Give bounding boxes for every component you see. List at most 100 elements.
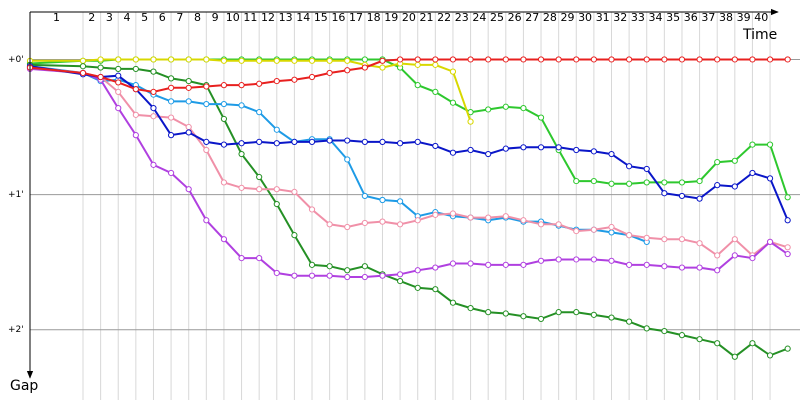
data-point	[326, 137, 333, 144]
x-tick-label: 33	[631, 11, 645, 24]
data-point	[361, 64, 368, 71]
data-point	[714, 252, 721, 259]
data-point	[185, 56, 192, 63]
data-point	[520, 144, 527, 151]
x-tick-label: 15	[314, 11, 328, 24]
data-point	[379, 138, 386, 145]
data-point	[414, 56, 421, 63]
x-tick-label: 13	[279, 11, 293, 24]
data-point	[626, 180, 633, 187]
data-point	[626, 318, 633, 325]
data-point	[661, 179, 668, 186]
x-tick-label: 7	[176, 11, 183, 24]
data-point	[590, 311, 597, 318]
data-point	[344, 57, 351, 64]
data-point	[132, 56, 139, 63]
data-point	[784, 345, 791, 352]
data-point	[485, 106, 492, 113]
data-point	[520, 105, 527, 112]
x-tick-label: 14	[296, 11, 310, 24]
data-point	[379, 272, 386, 279]
data-point	[308, 206, 316, 213]
data-point	[590, 177, 597, 185]
x-tick-label: 27	[525, 11, 539, 24]
x-tick-label: 24	[472, 11, 486, 24]
data-point	[766, 56, 774, 63]
data-point	[696, 240, 703, 247]
x-tick-label: 23	[455, 11, 469, 24]
data-point	[467, 118, 474, 125]
series-line	[29, 67, 789, 278]
data-point	[326, 57, 333, 64]
data-point	[185, 129, 192, 136]
data-point	[326, 272, 333, 279]
data-point	[414, 138, 421, 145]
data-point	[784, 56, 791, 63]
data-point	[344, 267, 351, 274]
data-point	[784, 194, 791, 201]
x-tick-label: 12	[261, 11, 275, 24]
data-point	[590, 256, 597, 263]
data-point	[167, 75, 175, 82]
data-point	[590, 226, 597, 233]
data-point	[220, 179, 228, 186]
data-point	[361, 56, 368, 63]
data-point	[220, 236, 228, 243]
data-point	[256, 80, 263, 87]
data-point	[520, 313, 527, 320]
data-point	[150, 161, 157, 168]
data-point	[291, 232, 298, 239]
data-point	[432, 286, 439, 293]
data-point	[432, 264, 439, 271]
data-point	[678, 236, 686, 243]
data-point	[537, 144, 545, 151]
data-point	[273, 77, 280, 85]
data-point	[432, 142, 439, 150]
data-point	[432, 211, 439, 218]
data-point	[203, 83, 210, 90]
x-tick-label: 16	[331, 11, 345, 24]
data-point	[115, 79, 122, 86]
data-point	[467, 305, 474, 312]
data-point	[714, 267, 721, 274]
data-point	[361, 138, 368, 145]
data-point	[731, 157, 738, 164]
data-point	[467, 214, 474, 221]
data-point	[115, 72, 122, 79]
data-point	[397, 56, 404, 63]
data-point	[361, 263, 368, 270]
series-line	[29, 63, 789, 359]
data-point	[449, 149, 457, 156]
data-point	[608, 56, 615, 63]
data-point	[432, 56, 439, 63]
data-point	[308, 272, 316, 279]
data-point	[256, 109, 263, 116]
data-point	[291, 57, 298, 64]
data-point	[115, 65, 122, 73]
data-point	[79, 57, 87, 64]
data-point	[766, 352, 774, 359]
data-point	[643, 234, 650, 241]
series-line	[30, 58, 472, 122]
data-point	[784, 244, 791, 251]
data-point	[308, 73, 316, 81]
data-point	[414, 284, 421, 291]
data-point	[397, 221, 404, 228]
data-point	[185, 84, 192, 91]
data-point	[238, 255, 245, 262]
data-point	[220, 82, 228, 89]
data-point	[379, 57, 386, 64]
data-point	[361, 219, 368, 227]
data-point	[414, 217, 421, 224]
x-tick-label: 20	[402, 11, 416, 24]
data-point	[537, 114, 545, 121]
data-point	[661, 56, 668, 63]
data-point	[291, 76, 298, 83]
data-point	[537, 221, 545, 228]
series-line	[29, 58, 789, 198]
data-point	[555, 56, 562, 63]
x-tick-label: 25	[490, 11, 504, 24]
data-point	[203, 217, 210, 224]
data-point	[361, 192, 368, 200]
